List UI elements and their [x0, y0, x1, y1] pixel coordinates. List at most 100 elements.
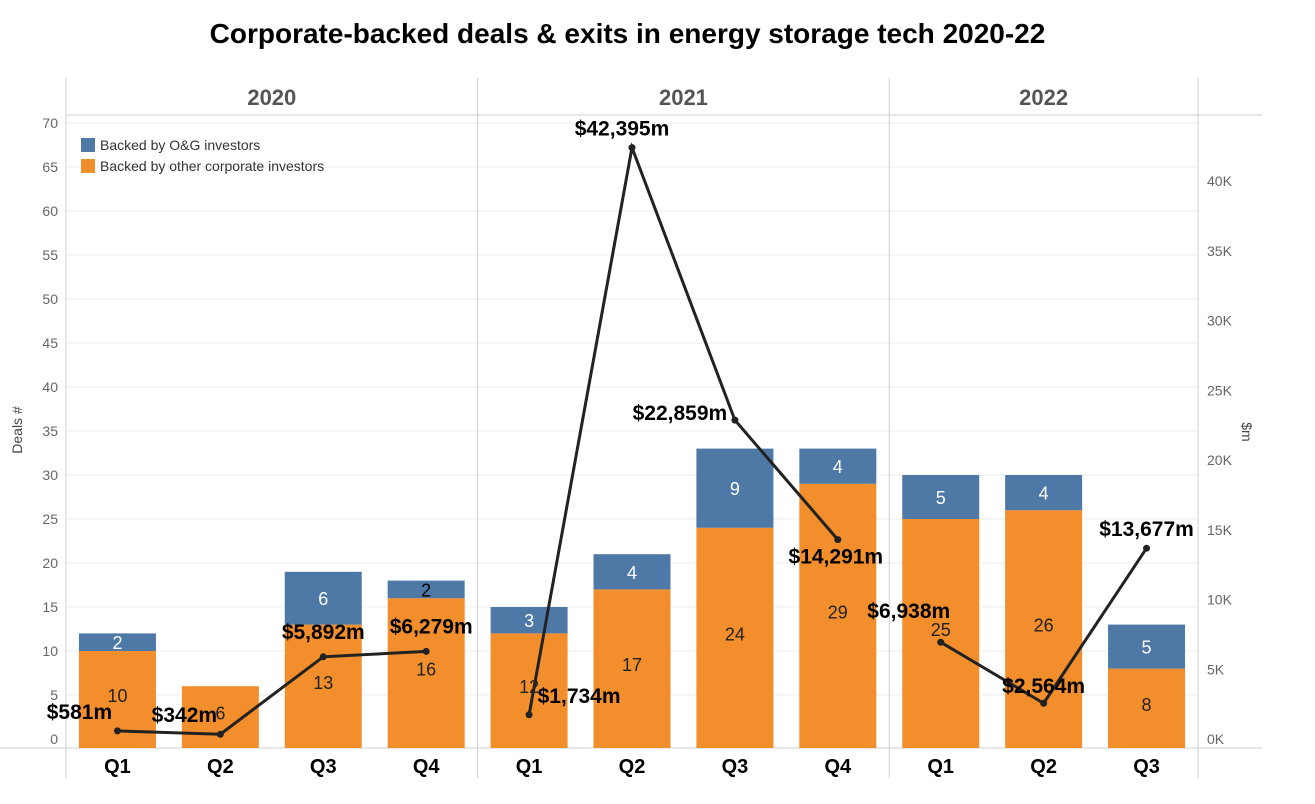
bar-other-corporate: [1005, 510, 1083, 748]
bar-og-label: 9: [730, 479, 740, 499]
amount-point: [628, 144, 636, 152]
amount-label: $42,395m: [575, 118, 670, 141]
bar-og: [78, 633, 156, 651]
quarter-label: Q4: [413, 756, 441, 778]
y-left-tick: 15: [42, 599, 58, 615]
bar-other-corporate: [387, 598, 465, 748]
amount-label: $22,859m: [633, 402, 728, 425]
amount-point: [525, 711, 533, 719]
bar-other-label: 8: [1142, 695, 1152, 715]
bar-og: [799, 448, 877, 484]
y-right-tick: 5K: [1207, 661, 1225, 677]
amount-point: [1040, 699, 1048, 707]
y-right-tick: 25K: [1207, 382, 1233, 398]
amount-point: [834, 536, 842, 544]
bar-other-label: 24: [725, 624, 745, 644]
bar-other-corporate: [696, 527, 774, 748]
amount-point: [937, 638, 945, 646]
year-header-2022: 2022: [1019, 85, 1068, 110]
amount-point: [731, 416, 739, 424]
bar-other-corporate: [593, 589, 671, 748]
amount-label: $13,677m: [1099, 518, 1194, 541]
amount-point: [319, 653, 327, 661]
bar-other-label: 6: [215, 704, 225, 724]
bar-other-label: 29: [828, 602, 848, 622]
quarter-label: Q1: [516, 756, 543, 778]
bar-other-label: 13: [313, 673, 333, 693]
quarter-label: Q4: [824, 756, 852, 778]
amount-point: [216, 730, 224, 738]
bar-og: [593, 554, 671, 590]
bar-og: [284, 571, 362, 625]
bar-other-corporate: [284, 624, 362, 748]
amount-line-2020: [117, 649, 427, 736]
y-left-tick: 5: [50, 687, 58, 703]
bar-og: [696, 448, 774, 528]
y-left-tick: 60: [42, 203, 58, 219]
y-left-tick: 35: [42, 423, 58, 439]
amount-label: $6,279m: [390, 615, 473, 638]
bar-og-label: 2: [421, 580, 431, 600]
year-headers: 2020 2021 2022: [247, 85, 1068, 110]
quarter-label: Q3: [722, 756, 749, 778]
quarter-label: Q1: [927, 756, 954, 778]
year-header-2020: 2020: [247, 85, 296, 110]
y-right-tick: 20K: [1207, 452, 1233, 468]
y-right-tick: 40K: [1207, 173, 1233, 189]
y-left-tick: 40: [42, 379, 58, 395]
amount-line-2021: [527, 141, 839, 716]
bar-og-label: 4: [833, 457, 843, 477]
quarter-label: Q2: [1030, 756, 1057, 778]
amount-label: $5,892m: [282, 621, 365, 644]
bar-other-label: 25: [931, 620, 951, 640]
quarter-label: Q2: [619, 756, 646, 778]
bar-og: [387, 580, 465, 599]
bar-og: [1108, 624, 1186, 669]
legend-swatch: [81, 159, 95, 173]
bar-other-corporate: [902, 519, 980, 748]
y-right-tick: 0K: [1207, 731, 1225, 747]
y-left-tick: 0: [50, 731, 58, 747]
axes: Q1 Q2 Q3 Q4 Q1 Q2 Q3 Q4 Q1 Q2 Q3051015202530354045…: [9, 115, 1255, 778]
y-right-tick: 35K: [1207, 243, 1233, 259]
quarter-label: Q3: [310, 756, 337, 778]
bar-other-label: 16: [416, 660, 436, 680]
legend-swatch: [81, 138, 95, 152]
y-left-tick: 25: [42, 511, 58, 527]
bar-other-label: 26: [1034, 616, 1054, 636]
bar-og-label: 2: [112, 633, 122, 653]
y-left-tick: 65: [42, 159, 58, 175]
y-right-tick: 30K: [1207, 313, 1233, 329]
quarter-label: Q3: [1133, 756, 1160, 778]
amount-point: [422, 647, 430, 655]
amount-point: [113, 727, 121, 735]
y-left-tick: 50: [42, 291, 58, 307]
legend: Backed by O&G investors Backed by other c…: [81, 137, 324, 174]
amount-label: $1,734m: [538, 685, 621, 708]
amount-line: $581m $342m $5,892m $6,279m $1,734m $42,395m $…: [47, 118, 1194, 738]
bar-og-label: 4: [1039, 484, 1049, 504]
amount-point: [1143, 544, 1151, 552]
amount-label: $2,564m: [1002, 675, 1085, 698]
y-right-tick: 10K: [1207, 592, 1233, 608]
bar-og: [1005, 475, 1083, 511]
bar-og-label: 5: [1142, 638, 1152, 658]
chart-title: Corporate-backed deals & exits in energy…: [209, 18, 1046, 49]
y-left-tick: 55: [42, 247, 58, 263]
y-left-tick: 20: [42, 555, 58, 571]
bar-other-corporate: [1108, 668, 1186, 748]
year-header-2021: 2021: [659, 85, 708, 110]
quarter-label: Q1: [104, 756, 131, 778]
bar-og: [902, 475, 980, 519]
legend-entry: Backed by O&G investors: [100, 137, 260, 153]
bar-other-corporate: [490, 633, 568, 748]
quarter-label: Q2: [207, 756, 234, 778]
bar-og-label: 5: [936, 488, 946, 508]
y-left-tick: 70: [42, 115, 58, 131]
y-right-title: $m: [1239, 422, 1255, 441]
bar-other-corporate: [799, 483, 877, 748]
y-left-tick: 45: [42, 335, 58, 351]
amount-label: $581m: [47, 701, 112, 724]
